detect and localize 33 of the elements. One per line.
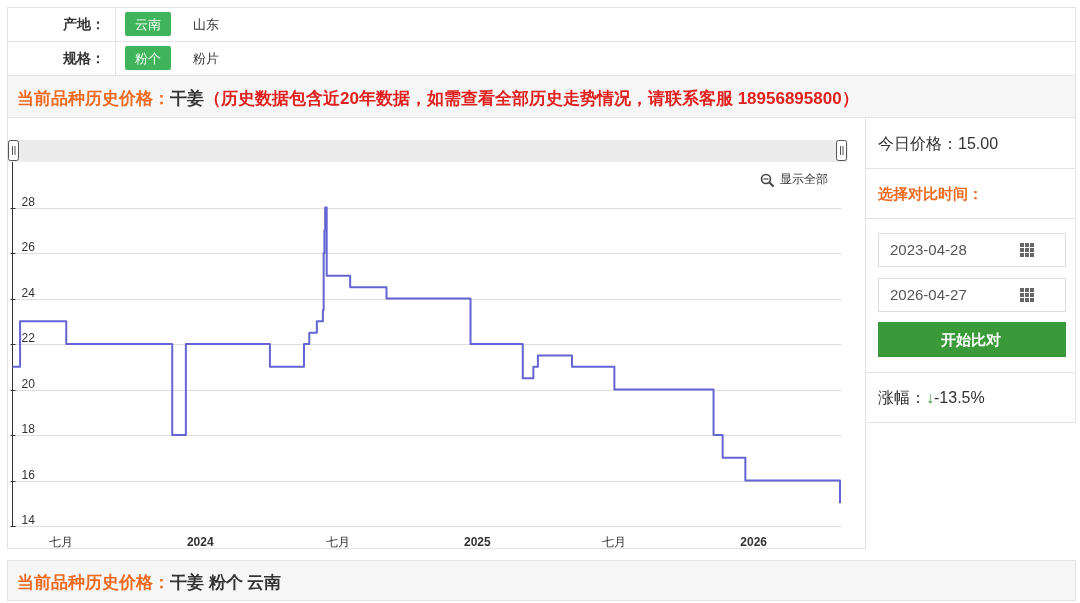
text: 粉片 (193, 51, 219, 66)
text: 今日价格：15.00 (878, 135, 999, 152)
chart-title: 干姜 (169, 88, 204, 108)
text: 规格： (62, 50, 105, 66)
text: ↓ (926, 389, 934, 406)
x-tick-label: 七月 (48, 535, 73, 549)
text: 开始比对 (940, 331, 1001, 348)
x-tick-label: 七月 (602, 535, 627, 549)
text: 2023-04-28 (890, 241, 967, 258)
text: 粉个 (135, 51, 161, 66)
text: 云南 (135, 17, 161, 32)
x-tick-label: 七月 (326, 535, 351, 549)
text: -13.5% (934, 389, 985, 406)
x-tick-label: 2026 (740, 535, 768, 549)
y-tick-label: 14 (21, 513, 36, 527)
y-tick-label: 18 (21, 422, 36, 436)
y-tick-label: 20 (21, 377, 36, 391)
text: 干姜 粉个 云南 (169, 572, 282, 592)
y-tick-label: 26 (21, 240, 36, 254)
text: 2026-04-27 (890, 286, 967, 303)
annotation: 显示全部 (780, 172, 828, 186)
x-tick-label: 2024 (186, 535, 214, 549)
chart-subtitle: （历史数据包含近20年数据，如需查看全部历史走势情况，请联系客服 18956895800） (204, 89, 859, 108)
text: 产地： (62, 16, 105, 32)
y-tick-label: 24 (21, 286, 36, 300)
y-tick-label: 22 (21, 331, 36, 345)
x-tick-label: 2025 (463, 535, 492, 549)
y-tick-label: 16 (21, 468, 36, 482)
text: 山东 (193, 17, 219, 32)
text: 选择对比时间： (877, 185, 983, 202)
text: 涨幅： (878, 389, 926, 406)
y-tick-label: 28 (21, 195, 36, 209)
text: 当前品种历史价格： (17, 89, 170, 108)
